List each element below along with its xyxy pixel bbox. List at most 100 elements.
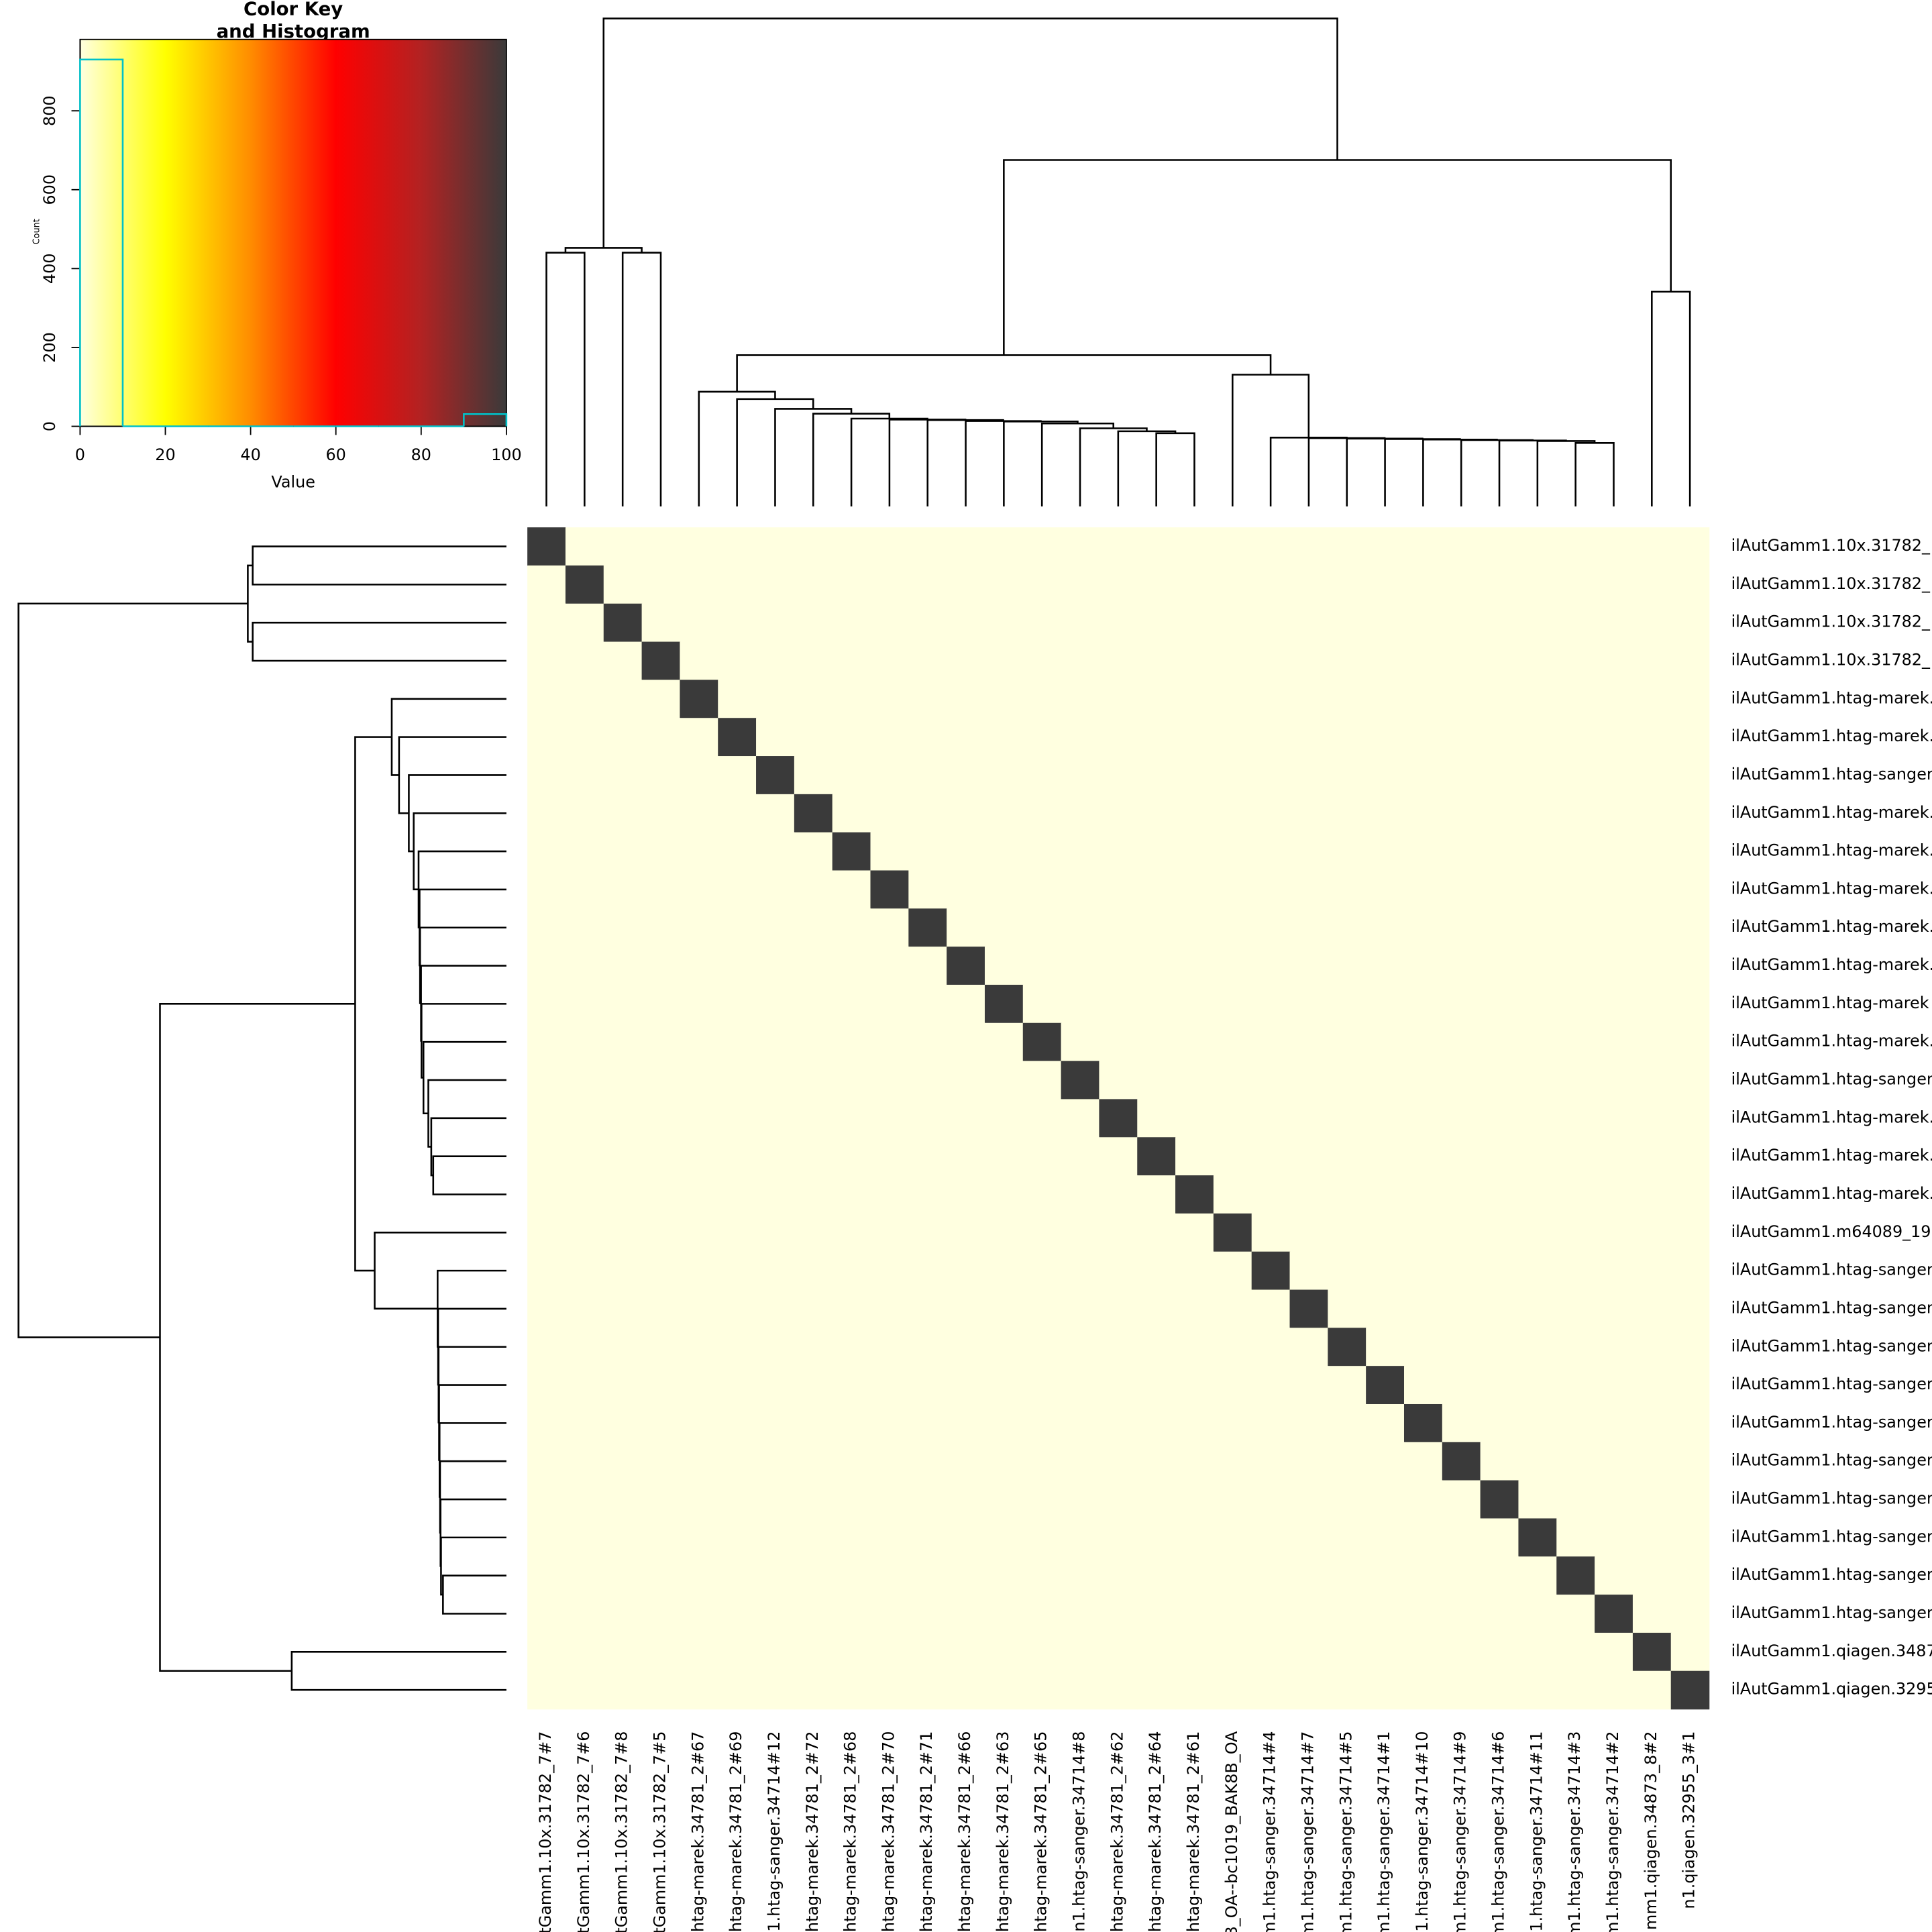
heatmap-cell <box>1670 1670 1710 1710</box>
heatmap-cell <box>527 832 566 871</box>
heatmap-cell <box>680 1480 718 1519</box>
heatmap-cell <box>1251 908 1291 947</box>
heatmap-cell <box>870 870 910 910</box>
heatmap-cell <box>1518 794 1558 833</box>
heatmap-cell <box>1670 1213 1710 1252</box>
heatmap-cell <box>1061 1595 1100 1633</box>
heatmap-cell <box>1251 1099 1291 1138</box>
heatmap-cell <box>1289 832 1329 871</box>
heatmap-cell <box>1289 1251 1329 1291</box>
heatmap-cell <box>1175 947 1214 985</box>
row-label: ilAutGamm1.htag-marek. <box>1731 917 1932 936</box>
heatmap-cell <box>1366 1595 1405 1633</box>
heatmap-cell <box>1442 1328 1481 1366</box>
heatmap-cell <box>832 1213 871 1252</box>
heatmap-cell <box>565 1442 604 1481</box>
heatmap-cell <box>984 527 1024 566</box>
col-label: htag-marek.34781_2#62 <box>1108 1731 1126 1932</box>
heatmap-cell <box>870 1137 910 1176</box>
heatmap-cell <box>1251 1366 1291 1405</box>
heatmap-cell <box>1442 641 1481 681</box>
heatmap-cell <box>1022 1518 1062 1558</box>
col-dendrogram-branch <box>1498 439 1567 506</box>
heatmap-cell <box>870 908 910 947</box>
heatmap-cell <box>527 1670 566 1710</box>
heatmap-cell <box>718 1099 757 1138</box>
heatmap-cell <box>603 984 643 1024</box>
heatmap-cell <box>870 1670 910 1710</box>
heatmap-cell <box>1137 1595 1176 1633</box>
heatmap-cell <box>1632 527 1672 566</box>
row-label: ilAutGamm1.m64089_19 <box>1731 1222 1931 1241</box>
heatmap-cell <box>1175 641 1214 681</box>
heatmap-cell <box>984 1022 1024 1062</box>
heatmap-cell <box>1251 603 1291 643</box>
heatmap-cell <box>1556 908 1595 947</box>
heatmap-cell <box>1328 1595 1366 1633</box>
heatmap-cell <box>794 1518 833 1558</box>
heatmap-cell <box>1061 908 1100 947</box>
heatmap-cell <box>1137 1632 1176 1672</box>
heatmap-cell <box>756 1137 795 1176</box>
heatmap-cell <box>1556 1328 1595 1366</box>
heatmap-cell <box>1518 565 1558 604</box>
key-x-tick-label: 60 <box>326 445 346 464</box>
heatmap-cell <box>603 1480 643 1519</box>
heatmap-cell <box>1403 1175 1443 1214</box>
heatmap-cell <box>832 603 871 643</box>
heatmap-cell <box>794 603 833 643</box>
heatmap-cell <box>641 947 681 985</box>
col-label: m1.htag-sanger.34714#7 <box>1298 1731 1317 1932</box>
heatmap-cell <box>1442 1632 1481 1672</box>
heatmap-cell <box>870 1632 910 1672</box>
heatmap-cell <box>1556 1403 1595 1443</box>
heatmap-cell <box>565 1670 604 1710</box>
heatmap-cell <box>908 1022 947 1062</box>
col-dendrogram-branch <box>1040 422 1115 506</box>
heatmap-cell <box>1480 1442 1519 1481</box>
heatmap-cell <box>1518 1022 1558 1062</box>
key-y-tick-label: 600 <box>40 174 59 205</box>
heatmap-cell <box>1175 1670 1214 1710</box>
heatmap-cell <box>1366 1175 1405 1214</box>
heatmap-cell <box>832 756 871 795</box>
heatmap-cell <box>984 870 1024 910</box>
heatmap-cell <box>870 984 910 1024</box>
heatmap-cell <box>794 1442 833 1481</box>
heatmap-cell <box>1366 756 1405 795</box>
heatmap-cell <box>756 641 795 681</box>
col-label: htag-marek.34781_2#69 <box>727 1731 745 1932</box>
heatmap-cell <box>1442 1518 1481 1558</box>
row-dendrogram-branch <box>422 1040 506 1115</box>
heatmap-cell <box>1213 1518 1252 1558</box>
heatmap-cell <box>1137 1022 1176 1062</box>
key-x-tick-label: 20 <box>155 445 175 464</box>
heatmap-cell <box>718 870 757 910</box>
heatmap-cell <box>1061 565 1100 604</box>
heatmap-cell <box>1251 1175 1291 1214</box>
heatmap-cell <box>1632 947 1672 985</box>
heatmap-cell <box>832 1137 871 1176</box>
key-x-label: Value <box>271 473 315 492</box>
heatmap-cell <box>756 1175 795 1214</box>
heatmap-cell <box>1403 1061 1443 1100</box>
heatmap-cell <box>1518 1632 1558 1672</box>
heatmap-cell <box>1289 1175 1329 1214</box>
heatmap-cell <box>1556 1518 1595 1558</box>
heatmap-cell <box>1366 1403 1405 1443</box>
heatmap-cell <box>794 1251 833 1291</box>
heatmap-cell <box>1518 1556 1558 1595</box>
heatmap-cell <box>832 794 871 833</box>
heatmap-cell <box>1022 603 1062 643</box>
heatmap-cell <box>947 1632 985 1672</box>
heatmap-cell <box>1480 1328 1519 1366</box>
heatmap-cell <box>1366 1366 1405 1405</box>
heatmap-cell <box>947 870 985 910</box>
heatmap-cell <box>1289 1022 1329 1062</box>
heatmap-cell <box>1061 1632 1100 1672</box>
heatmap-cell <box>641 1480 681 1519</box>
heatmap-cell <box>1328 832 1366 871</box>
heatmap-cell <box>984 641 1024 681</box>
heatmap-cell <box>947 680 985 718</box>
